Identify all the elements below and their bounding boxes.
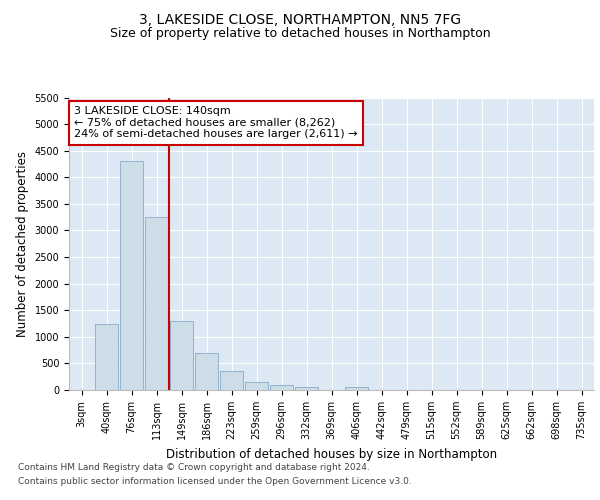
Bar — [270, 384, 293, 390]
Bar — [95, 324, 118, 390]
Text: 3, LAKESIDE CLOSE, NORTHAMPTON, NN5 7FG: 3, LAKESIDE CLOSE, NORTHAMPTON, NN5 7FG — [139, 12, 461, 26]
X-axis label: Distribution of detached houses by size in Northampton: Distribution of detached houses by size … — [166, 448, 497, 460]
Bar — [170, 321, 193, 390]
Bar — [245, 382, 268, 390]
Text: Contains public sector information licensed under the Open Government Licence v3: Contains public sector information licen… — [18, 478, 412, 486]
Bar — [295, 388, 318, 390]
Bar — [145, 217, 168, 390]
Text: Contains HM Land Registry data © Crown copyright and database right 2024.: Contains HM Land Registry data © Crown c… — [18, 462, 370, 471]
Text: 3 LAKESIDE CLOSE: 140sqm
← 75% of detached houses are smaller (8,262)
24% of sem: 3 LAKESIDE CLOSE: 140sqm ← 75% of detach… — [74, 106, 358, 140]
Bar — [345, 388, 368, 390]
Y-axis label: Number of detached properties: Number of detached properties — [16, 151, 29, 337]
Text: Size of property relative to detached houses in Northampton: Size of property relative to detached ho… — [110, 28, 490, 40]
Bar — [195, 353, 218, 390]
Bar — [120, 162, 143, 390]
Bar — [220, 372, 243, 390]
